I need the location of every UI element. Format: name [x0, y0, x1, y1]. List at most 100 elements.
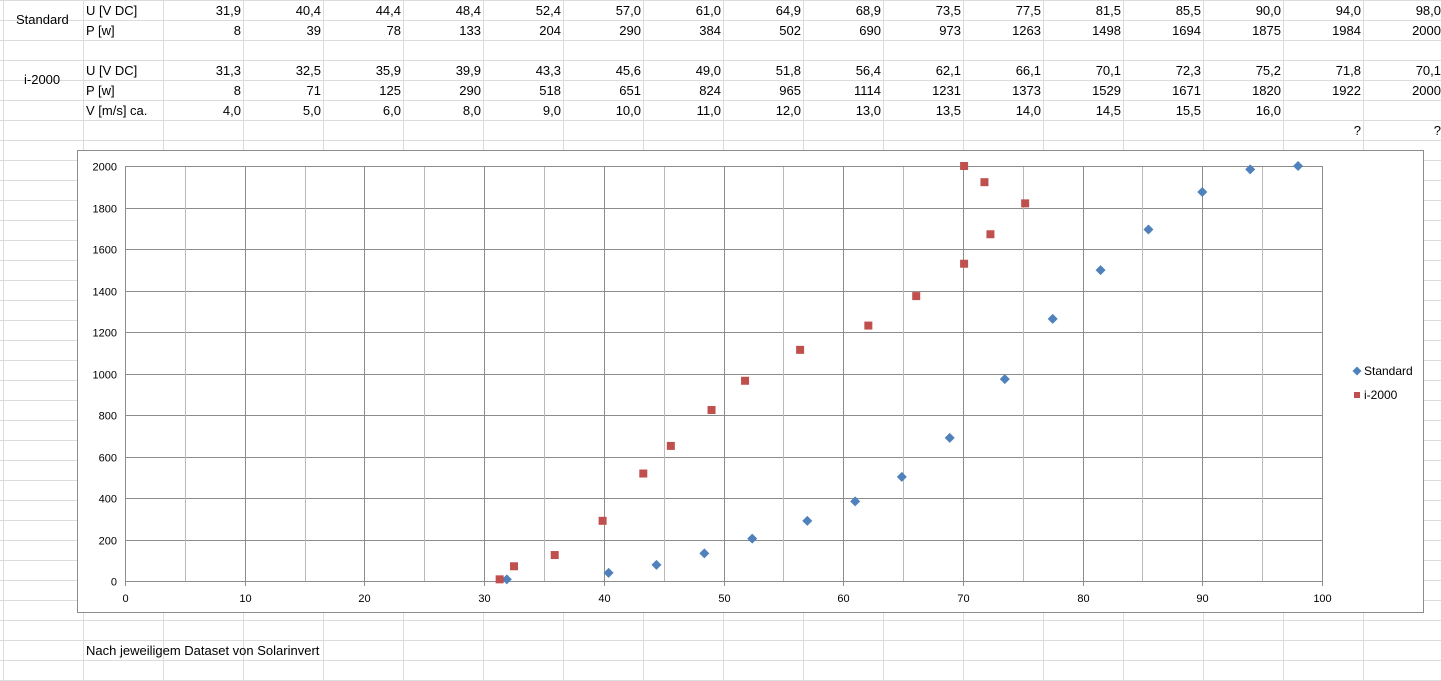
data-point[interactable]: [944, 432, 955, 443]
i2000-v-cell[interactable]: 5,0: [302, 103, 321, 118]
data-point[interactable]: [699, 548, 710, 559]
i2000-p-cell[interactable]: 290: [459, 83, 481, 98]
i2000-p-cell[interactable]: 518: [539, 83, 561, 98]
data-point[interactable]: [495, 575, 504, 584]
i2000-p-cell[interactable]: 71: [306, 83, 321, 98]
standard-p-cell[interactable]: 1263: [1012, 23, 1041, 38]
i2000-q-cell[interactable]: [563, 121, 641, 141]
data-point[interactable]: [1095, 265, 1106, 276]
i2000-q-cell[interactable]: [243, 121, 321, 141]
label-i2000-v[interactable]: V [m/s] ca.: [86, 103, 148, 118]
i2000-v-cell[interactable]: 4,0: [222, 103, 241, 118]
i2000-v-cell[interactable]: 8,0: [462, 103, 481, 118]
i2000-q-cell[interactable]: [163, 121, 241, 141]
data-point[interactable]: [986, 230, 995, 239]
data-point[interactable]: [1197, 186, 1208, 197]
standard-p-cell[interactable]: 1984: [1332, 23, 1361, 38]
i2000-v-cell[interactable]: 16,0: [1255, 103, 1281, 118]
i2000-v-cell[interactable]: 12,0: [775, 103, 801, 118]
data-point[interactable]: [510, 562, 519, 571]
data-point[interactable]: [850, 496, 861, 507]
standard-u-cell[interactable]: 77,5: [1015, 3, 1041, 18]
i2000-v-cell[interactable]: 10,0: [615, 103, 641, 118]
standard-u-cell[interactable]: 40,4: [295, 3, 321, 18]
standard-p-cell[interactable]: 690: [859, 23, 881, 38]
data-point[interactable]: [651, 559, 662, 570]
standard-u-cell[interactable]: 94,0: [1335, 3, 1361, 18]
i2000-u-cell[interactable]: 71,8: [1335, 63, 1361, 78]
data-point[interactable]: [1143, 224, 1154, 235]
label-i2000-p[interactable]: P [w]: [86, 83, 115, 98]
data-point[interactable]: [802, 515, 813, 526]
i2000-q-cell[interactable]: [483, 121, 561, 141]
data-point[interactable]: [796, 345, 805, 354]
data-point[interactable]: [639, 469, 648, 478]
data-point[interactable]: [707, 406, 716, 415]
i2000-v-cell[interactable]: [1363, 101, 1441, 121]
standard-p-cell[interactable]: 502: [779, 23, 801, 38]
standard-u-cell[interactable]: 64,9: [775, 3, 801, 18]
i2000-p-cell[interactable]: 651: [619, 83, 641, 98]
i2000-u-cell[interactable]: 39,9: [455, 63, 481, 78]
standard-p-cell[interactable]: 8: [233, 23, 241, 38]
i2000-v-cell[interactable]: 14,5: [1095, 103, 1121, 118]
standard-p-cell[interactable]: 39: [306, 23, 321, 38]
standard-u-cell[interactable]: 44,4: [375, 3, 401, 18]
data-point[interactable]: [999, 374, 1010, 385]
data-point[interactable]: [501, 574, 512, 585]
i2000-q-cell[interactable]: [723, 121, 801, 141]
data-point[interactable]: [747, 533, 758, 544]
data-point[interactable]: [912, 292, 921, 301]
data-point[interactable]: [864, 321, 873, 330]
i2000-q-cell[interactable]: [1043, 121, 1121, 141]
standard-p-cell[interactable]: 133: [459, 23, 481, 38]
data-point[interactable]: [960, 162, 969, 170]
standard-u-cell[interactable]: 61,0: [695, 3, 721, 18]
i2000-v-cell[interactable]: 11,0: [696, 103, 721, 118]
data-point[interactable]: [598, 516, 607, 525]
standard-u-cell[interactable]: 85,5: [1175, 3, 1201, 18]
i2000-v-cell[interactable]: 6,0: [382, 103, 401, 118]
i2000-u-cell[interactable]: 72,3: [1175, 63, 1201, 78]
i2000-q-cell[interactable]: [1123, 121, 1201, 141]
i2000-u-cell[interactable]: 62,1: [935, 63, 961, 78]
i2000-u-cell[interactable]: 49,0: [695, 63, 721, 78]
i2000-p-cell[interactable]: 965: [779, 83, 801, 98]
standard-u-cell[interactable]: 81,5: [1095, 3, 1121, 18]
i2000-p-cell[interactable]: 1529: [1092, 83, 1121, 98]
standard-p-cell[interactable]: 78: [386, 23, 401, 38]
footnote[interactable]: Nach jeweiligem Dataset von Solarinvert: [86, 643, 320, 658]
i2000-u-cell[interactable]: 51,8: [775, 63, 801, 78]
standard-u-cell[interactable]: 90,0: [1255, 3, 1281, 18]
i2000-u-cell[interactable]: 31,3: [215, 63, 241, 78]
i2000-p-cell[interactable]: 1114: [854, 83, 881, 98]
label-i2000-u[interactable]: U [V DC]: [86, 63, 138, 78]
label-standard-p[interactable]: P [w]: [86, 23, 115, 38]
i2000-q-cell[interactable]: [803, 121, 881, 141]
i2000-q-cell[interactable]: [403, 121, 481, 141]
i2000-v-cell[interactable]: 9,0: [542, 103, 561, 118]
standard-p-cell[interactable]: 973: [939, 23, 961, 38]
standard-u-cell[interactable]: 68,9: [855, 3, 881, 18]
i2000-p-cell[interactable]: 1231: [932, 83, 961, 98]
data-point[interactable]: [666, 441, 675, 450]
i2000-p-cell[interactable]: 8: [233, 83, 241, 98]
data-point[interactable]: [1021, 199, 1030, 208]
data-point[interactable]: [603, 567, 614, 578]
standard-p-cell[interactable]: 2000: [1412, 23, 1441, 38]
standard-u-cell[interactable]: 98,0: [1415, 3, 1441, 18]
i2000-p-cell[interactable]: 824: [699, 83, 721, 98]
standard-p-cell[interactable]: 204: [539, 23, 561, 38]
i2000-u-cell[interactable]: 35,9: [375, 63, 401, 78]
i2000-q-cell[interactable]: [1203, 121, 1281, 141]
i2000-u-cell[interactable]: 70,1: [1095, 63, 1121, 78]
i2000-p-cell[interactable]: 1922: [1332, 83, 1361, 98]
scatter-chart[interactable]: 0 200 400 600 800 1000 1200 1400 1600 1800 2000 0 10…: [77, 150, 1424, 613]
data-point[interactable]: [960, 259, 969, 268]
standard-u-cell[interactable]: 48,4: [455, 3, 481, 18]
i2000-u-cell[interactable]: 56,4: [855, 63, 881, 78]
i2000-q-cell[interactable]: [883, 121, 961, 141]
i2000-q-cell[interactable]: [963, 121, 1041, 141]
i2000-u-cell[interactable]: 70,1: [1415, 63, 1441, 78]
standard-u-cell[interactable]: 73,5: [935, 3, 961, 18]
